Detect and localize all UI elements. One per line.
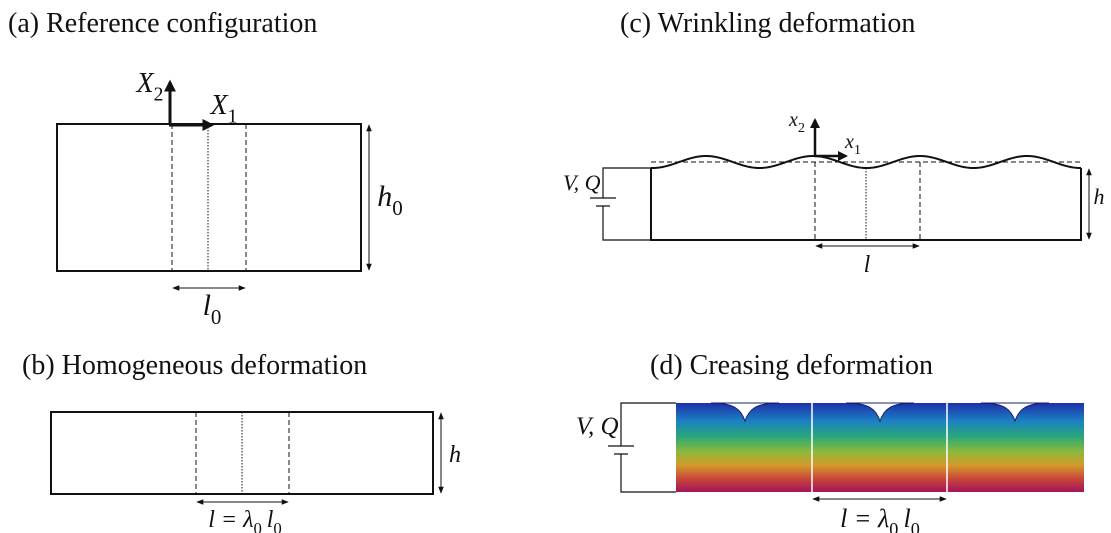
axis-label: x2	[788, 109, 805, 136]
panel-b	[51, 412, 441, 502]
label-sub: 0	[273, 519, 281, 533]
panel-c: V, Q	[563, 120, 1089, 246]
source-label: V, Q	[576, 413, 619, 440]
dimension-label: h	[1094, 184, 1105, 209]
label-base: l = λ	[840, 504, 889, 533]
label-base: x	[788, 109, 798, 131]
label-base: l	[864, 252, 871, 278]
label-base: h	[1094, 184, 1105, 209]
dimension-label: l	[864, 252, 871, 278]
axis-label: x1	[844, 131, 861, 158]
panel-title: (c) Wrinkling deformation	[620, 8, 915, 39]
panel-title: (d) Creasing deformation	[650, 350, 933, 381]
label-sub: 1	[228, 106, 238, 127]
label-sub: 0	[254, 519, 262, 533]
label-sub: 2	[154, 84, 164, 105]
panel-title: (a) Reference configuration	[8, 8, 317, 39]
label-base: l	[903, 504, 910, 533]
label-sub: 2	[798, 121, 805, 136]
label-sub: 0	[911, 519, 920, 533]
dimension-label: h	[449, 442, 461, 468]
label-base: h	[377, 180, 392, 213]
label-base: X	[136, 68, 155, 99]
body	[57, 124, 361, 271]
source-label: V, Q	[563, 170, 601, 195]
panel-title: (b) Homogeneous deformation	[22, 350, 367, 381]
label-sub: 0	[392, 196, 403, 220]
label-base: l = λ	[208, 507, 253, 533]
label-base: x	[844, 131, 854, 153]
label-base: l	[203, 289, 211, 322]
label-sub: 1	[854, 143, 861, 158]
axis-label: X1	[210, 90, 238, 127]
axis-label: X2	[136, 68, 164, 105]
label-base: X	[210, 90, 229, 121]
dimension-label: h0	[377, 180, 403, 220]
label-sub: 0	[211, 305, 222, 329]
dimension-label: l0	[203, 289, 222, 329]
figure: (a) Reference configuration (b) Homogene…	[0, 0, 1111, 533]
panel-d: V, Q	[576, 402, 1084, 499]
label-sub: 0	[889, 519, 898, 533]
label-base: h	[449, 442, 461, 468]
